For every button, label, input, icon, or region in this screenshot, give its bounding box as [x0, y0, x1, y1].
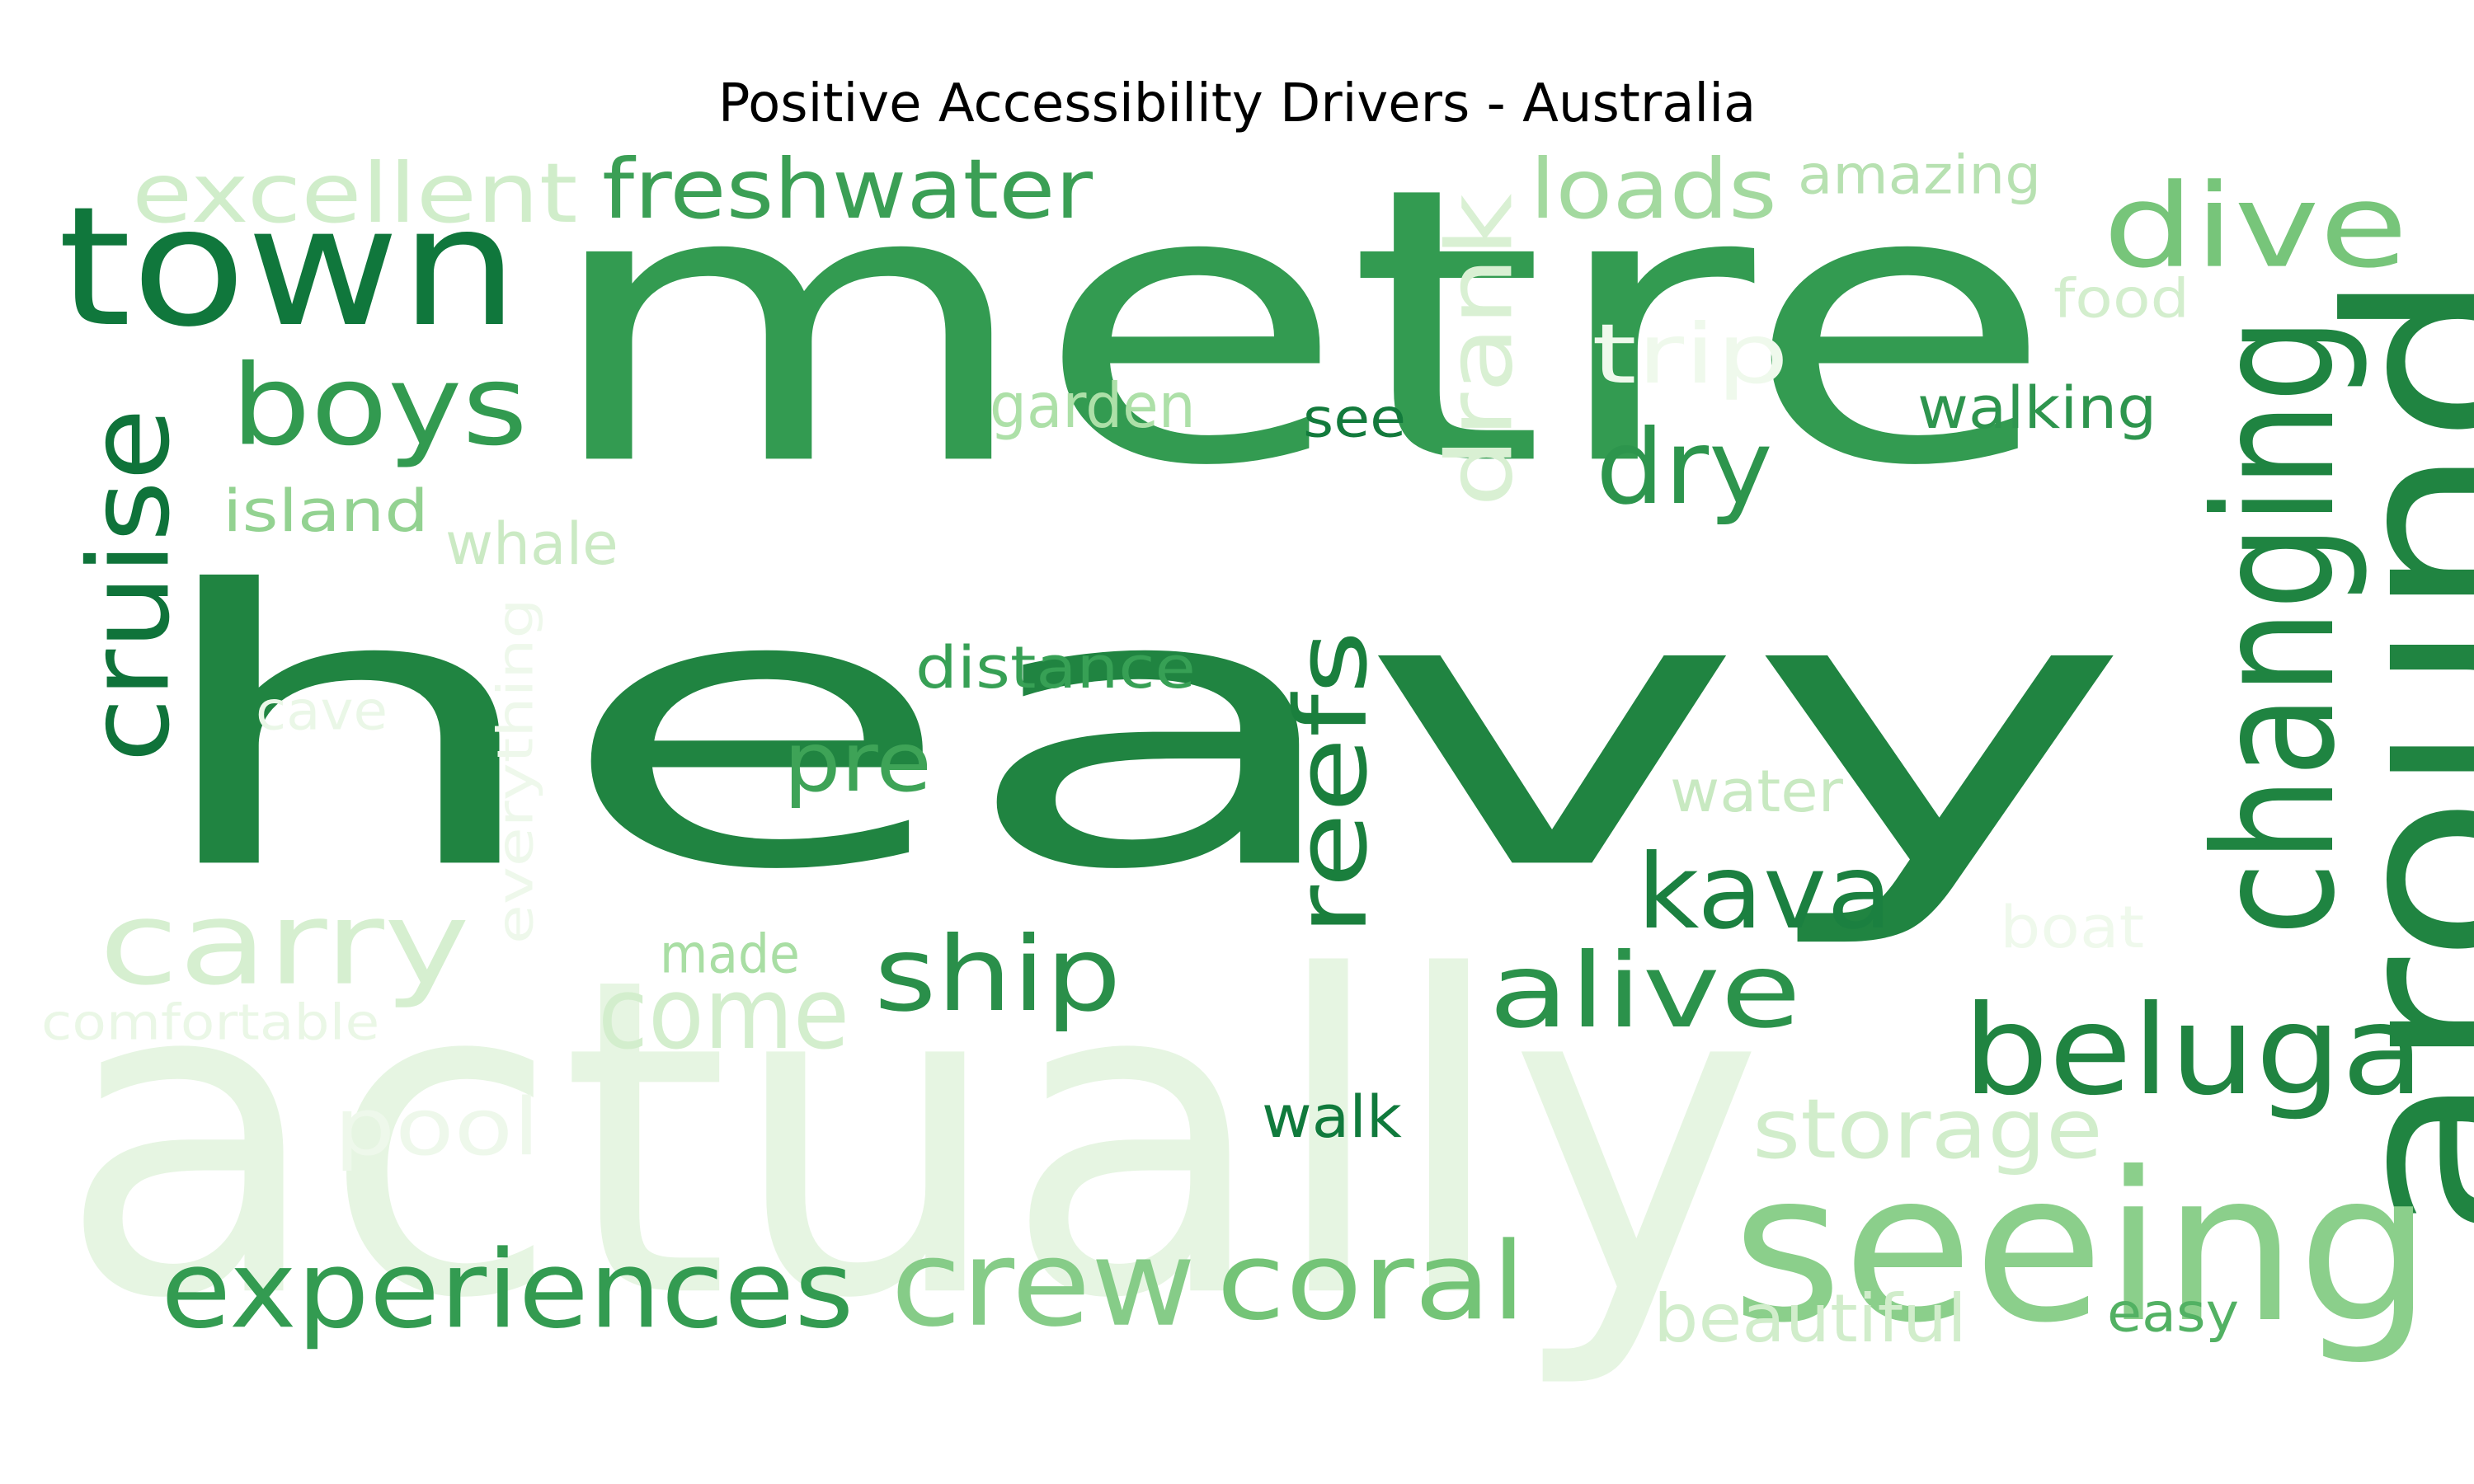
word-trip: trip	[1592, 306, 1790, 402]
word-town: town	[58, 171, 520, 364]
word-beautiful: beautiful	[1653, 1280, 1968, 1358]
word-see: see	[1303, 387, 1407, 450]
word-seeing: seeing	[1732, 1127, 2433, 1369]
word-cruise: cruise	[63, 408, 195, 763]
word-coral: coral	[1216, 1219, 1526, 1345]
word-excellent: excellent	[132, 145, 578, 242]
word-come: come	[598, 956, 850, 1072]
word-easy: easy	[2107, 1281, 2240, 1345]
word-experiences: experiences	[161, 1227, 854, 1353]
word-pre: pre	[783, 714, 932, 810]
word-dive: dive	[2103, 158, 2408, 294]
word-dry: dry	[1596, 406, 1773, 528]
word-reefs: reefs	[1273, 630, 1390, 936]
word-food: food	[2053, 267, 2190, 331]
word-walking: walking	[1917, 373, 2157, 442]
word-carry: carry	[99, 876, 470, 1012]
word-ship: ship	[874, 913, 1122, 1035]
word-everything: everything	[486, 598, 544, 944]
word-heavy: heavy	[140, 510, 2133, 954]
word-walk: walk	[1262, 1082, 1402, 1151]
word-pool: pool	[334, 1081, 540, 1173]
chart-title: Positive Accessibility Drivers - Austral…	[717, 73, 1757, 134]
word-boys: boys	[231, 340, 528, 471]
word-comfortable: comfortable	[41, 993, 380, 1051]
word-made: made	[660, 923, 800, 986]
word-amazing: amazing	[1798, 143, 2042, 207]
word-beluga: beluga	[1963, 978, 2425, 1123]
word-metre: metre	[540, 106, 2056, 550]
word-crew: crew	[891, 1213, 1197, 1354]
word-distance: distance	[915, 633, 1196, 702]
word-drank: drank	[1427, 193, 1533, 508]
word-whale: whale	[445, 510, 618, 578]
word-water: water	[1670, 757, 1843, 825]
word-boat: boat	[2000, 893, 2145, 961]
word-changing: changing	[2179, 317, 2372, 936]
word-actually: actually	[58, 884, 1765, 1396]
word-storage: storage	[1752, 1081, 2103, 1177]
word-garden: garden	[990, 369, 1196, 442]
word-loads: loads	[1530, 141, 1777, 237]
word-cave: cave	[256, 679, 388, 743]
word-alive: alive	[1489, 930, 1802, 1051]
word-freshwater: freshwater	[602, 141, 1094, 237]
word-island: island	[223, 477, 429, 545]
word-kava: kava	[1637, 831, 1893, 952]
